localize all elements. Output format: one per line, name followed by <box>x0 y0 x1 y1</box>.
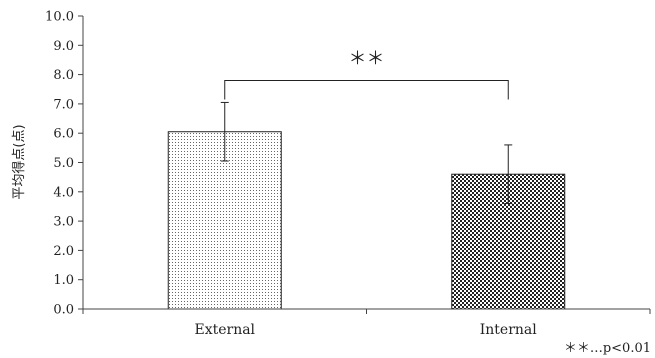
significance-bracket: ＊＊ <box>224 48 509 100</box>
y-tick-label: 6.0 <box>53 127 74 142</box>
y-tick-label: 2.0 <box>53 244 74 259</box>
y-tick-label: 5.0 <box>53 156 74 171</box>
y-tick-label: 4.0 <box>53 185 74 200</box>
y-tick-label: 1.0 <box>53 273 74 288</box>
y-tick-label: 9.0 <box>53 39 74 54</box>
footnote: ＊＊…p<0.01 <box>564 341 651 356</box>
y-tick-label: 10.0 <box>45 10 74 25</box>
x-category-label: External <box>194 322 255 338</box>
axes <box>82 16 651 314</box>
significance-line <box>224 79 509 100</box>
y-axis-ticks: 0.0 1.0 2.0 3.0 4.0 5.0 6.0 7.0 8.0 9.0 10.0 <box>45 10 83 318</box>
bars: External Internal <box>167 101 566 338</box>
y-tick-label: 8.0 <box>53 68 74 83</box>
significance-label: ＊＊ <box>349 48 385 69</box>
x-category-label: Internal <box>480 322 538 338</box>
y-tick-label: 3.0 <box>53 215 74 230</box>
y-tick-label: 7.0 <box>53 97 74 112</box>
y-tick-label: 0.0 <box>53 303 74 318</box>
y-axis-label: 平均得点(点) <box>11 124 27 199</box>
